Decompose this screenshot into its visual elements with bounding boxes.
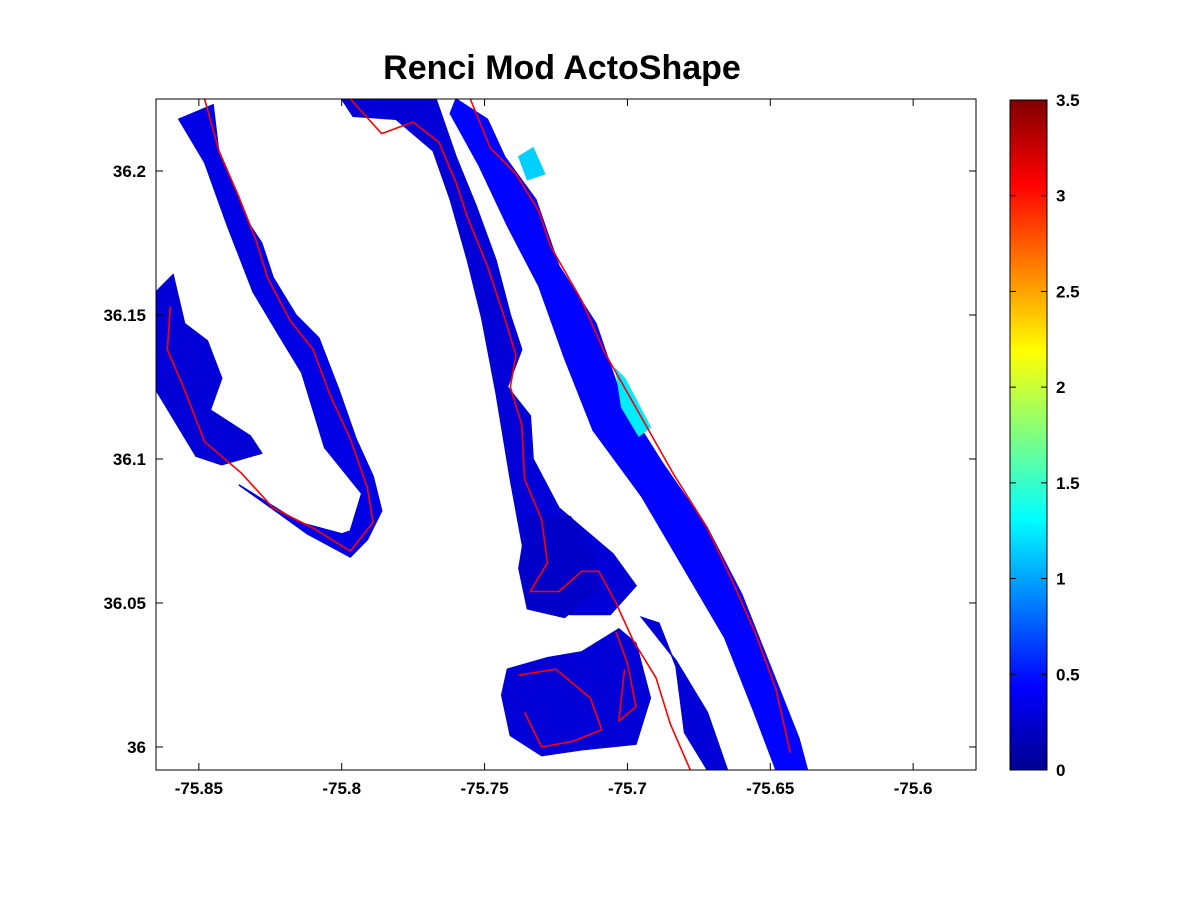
y-tick-label: 36.05 bbox=[103, 594, 146, 613]
colorbar-ticks: 0 0.5 1 1.5 2 2.5 3 3.5 bbox=[1010, 91, 1080, 780]
shoreline-line-1 bbox=[166, 99, 374, 552]
y-tick-label: 36.2 bbox=[113, 162, 146, 181]
colorbar-tick-label: 3 bbox=[1056, 187, 1065, 206]
region-west-shore-strip bbox=[177, 103, 383, 558]
x-tick-label: -75.75 bbox=[460, 779, 508, 798]
region-barrier-shoreline-cyan-north bbox=[517, 146, 546, 181]
y-tick-label: 36 bbox=[127, 738, 146, 757]
y-tick-label: 36.15 bbox=[103, 306, 146, 325]
y-axis: 36 36.05 36.1 36.15 36.2 bbox=[103, 162, 976, 757]
x-tick-label: -75.6 bbox=[894, 779, 933, 798]
shoreline-line-2 bbox=[349, 99, 692, 770]
colorbar-tick-label: 1.5 bbox=[1056, 474, 1080, 493]
colorbar: 0 0.5 1 1.5 2 2.5 3 3.5 bbox=[1009, 91, 1080, 780]
colorbar-frame bbox=[1009, 99, 1048, 771]
plot-frame bbox=[155, 98, 977, 771]
x-tick-label: -75.85 bbox=[175, 779, 223, 798]
colorbar-tick-label: 2 bbox=[1056, 378, 1065, 397]
x-tick-label: -75.7 bbox=[608, 779, 647, 798]
colorbar-tick-label: 0.5 bbox=[1056, 665, 1080, 684]
depth-regions bbox=[156, 99, 809, 770]
x-axis: -75.85 -75.8 -75.75 -75.7 -75.65 -75.6 bbox=[175, 99, 933, 798]
region-southern-channel-strip bbox=[639, 615, 729, 770]
colorbar-tick-label: 1 bbox=[1056, 570, 1065, 589]
region-outer-banks-west-strip bbox=[340, 99, 637, 616]
y-tick-label: 36.1 bbox=[113, 450, 146, 469]
colorbar-tick-label: 3.5 bbox=[1056, 91, 1080, 110]
colorbar-tick-label: 2.5 bbox=[1056, 282, 1080, 301]
plot-area: -75.85 -75.8 -75.75 -75.7 -75.65 -75.6 36 36.0… bbox=[103, 98, 977, 798]
shoreline-lines bbox=[166, 99, 792, 770]
shoreline-line-4 bbox=[518, 668, 603, 748]
x-tick-label: -75.65 bbox=[746, 779, 794, 798]
chart-title: Renci Mod ActoShape bbox=[383, 49, 741, 87]
shoreline-line-3 bbox=[469, 99, 792, 753]
shoreline-line-5 bbox=[615, 631, 637, 722]
colorbar-gradient bbox=[1010, 100, 1047, 770]
colorbar-tick-label: 0 bbox=[1056, 761, 1065, 780]
region-barrier-island-strip bbox=[449, 99, 809, 770]
region-west-peninsula-blob bbox=[156, 273, 263, 466]
region-southern-island-ring bbox=[500, 627, 652, 757]
x-tick-label: -75.8 bbox=[322, 779, 361, 798]
